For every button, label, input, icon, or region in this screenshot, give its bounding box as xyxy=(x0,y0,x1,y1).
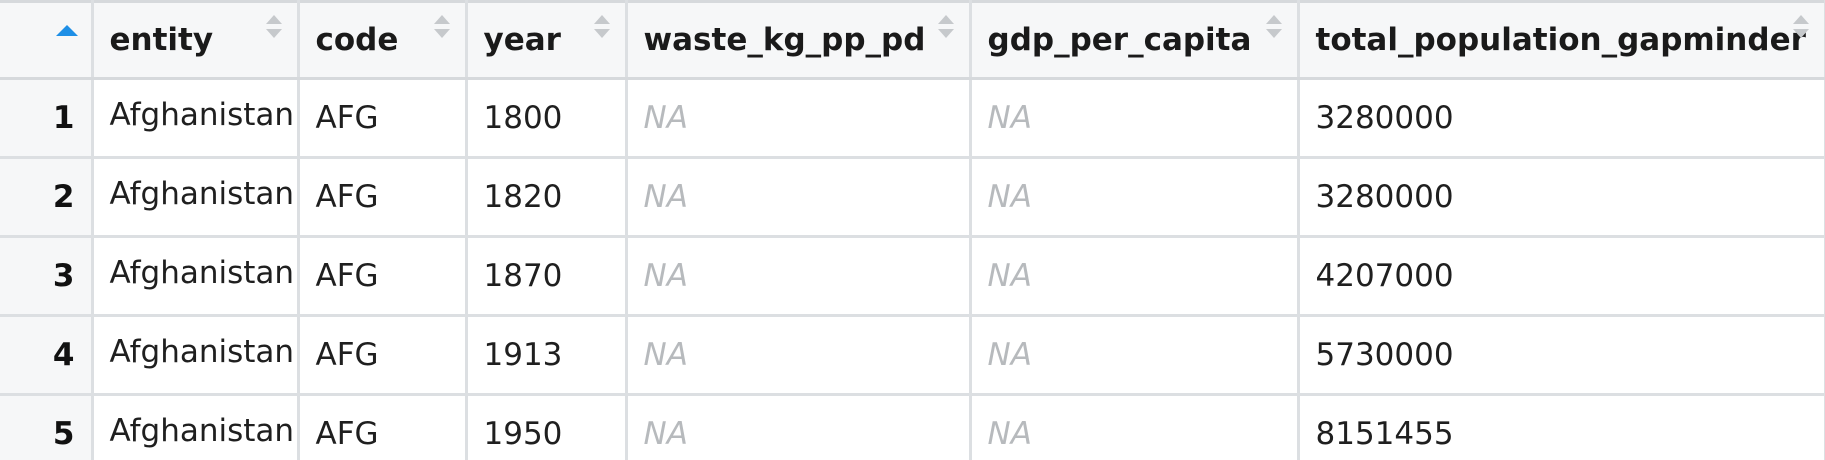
cell-entity: Afghanistan xyxy=(92,236,300,317)
column-header-label: total_population_gapminder xyxy=(1315,22,1806,58)
cell-code: AFG xyxy=(298,236,468,317)
table-row: 5 Afghanistan AFG 1950 NA NA 8151455 xyxy=(0,394,1825,460)
sort-arrows-icon[interactable] xyxy=(265,15,283,43)
cell-population: 4207000 xyxy=(1298,236,1825,317)
cell-waste: NA xyxy=(626,157,972,238)
cell-year: 1913 xyxy=(466,315,628,396)
table-row: 3 Afghanistan AFG 1870 NA NA 4207000 xyxy=(0,236,1825,317)
cell-entity: Afghanistan xyxy=(92,157,300,238)
row-number: 4 xyxy=(0,315,94,396)
row-number: 1 xyxy=(0,78,94,159)
column-header-waste[interactable]: waste_kg_pp_pd xyxy=(626,0,972,80)
header-row: entity code year waste_kg_pp_pd gdp_per_… xyxy=(0,0,1825,80)
cell-entity: Afghanistan xyxy=(92,315,300,396)
column-header-label: code xyxy=(315,22,399,58)
cell-gdp: NA xyxy=(970,394,1300,460)
cell-gdp: NA xyxy=(970,78,1300,159)
sort-arrows-icon[interactable] xyxy=(433,15,451,43)
column-header-label: waste_kg_pp_pd xyxy=(643,22,926,58)
column-header-gdp[interactable]: gdp_per_capita xyxy=(970,0,1300,80)
column-header-entity[interactable]: entity xyxy=(92,0,300,80)
column-header-pop[interactable]: total_population_gapminder xyxy=(1298,0,1825,80)
table-row: 2 Afghanistan AFG 1820 NA NA 3280000 xyxy=(0,157,1825,238)
cell-gdp: NA xyxy=(970,236,1300,317)
cell-population: 3280000 xyxy=(1298,78,1825,159)
column-header-rownum[interactable] xyxy=(0,0,94,80)
column-header-label: gdp_per_capita xyxy=(987,22,1252,58)
sort-arrows-icon[interactable] xyxy=(593,15,611,43)
cell-year: 1820 xyxy=(466,157,628,238)
cell-year: 1870 xyxy=(466,236,628,317)
row-number: 3 xyxy=(0,236,94,317)
cell-waste: NA xyxy=(626,315,972,396)
cell-population: 3280000 xyxy=(1298,157,1825,238)
cell-population: 5730000 xyxy=(1298,315,1825,396)
row-number: 5 xyxy=(0,394,94,460)
cell-gdp: NA xyxy=(970,157,1300,238)
cell-waste: NA xyxy=(626,236,972,317)
sort-arrows-icon[interactable] xyxy=(1265,15,1283,43)
cell-waste: NA xyxy=(626,78,972,159)
cell-code: AFG xyxy=(298,394,468,460)
sort-ascending-icon[interactable] xyxy=(56,25,78,36)
cell-year: 1950 xyxy=(466,394,628,460)
cell-population: 8151455 xyxy=(1298,394,1825,460)
cell-year: 1800 xyxy=(466,78,628,159)
cell-code: AFG xyxy=(298,78,468,159)
table-row: 4 Afghanistan AFG 1913 NA NA 5730000 xyxy=(0,315,1825,396)
cell-gdp: NA xyxy=(970,315,1300,396)
column-header-label: entity xyxy=(109,22,214,58)
cell-code: AFG xyxy=(298,157,468,238)
sort-arrows-icon[interactable] xyxy=(937,15,955,43)
cell-waste: NA xyxy=(626,394,972,460)
cell-entity: Afghanistan xyxy=(92,78,300,159)
column-header-year[interactable]: year xyxy=(466,0,628,80)
row-number: 2 xyxy=(0,157,94,238)
column-header-label: year xyxy=(483,22,561,58)
cell-entity: Afghanistan xyxy=(92,394,300,460)
column-header-code[interactable]: code xyxy=(298,0,468,80)
sort-arrows-icon[interactable] xyxy=(1792,15,1810,43)
cell-code: AFG xyxy=(298,315,468,396)
table-row: 1 Afghanistan AFG 1800 NA NA 3280000 xyxy=(0,78,1825,159)
